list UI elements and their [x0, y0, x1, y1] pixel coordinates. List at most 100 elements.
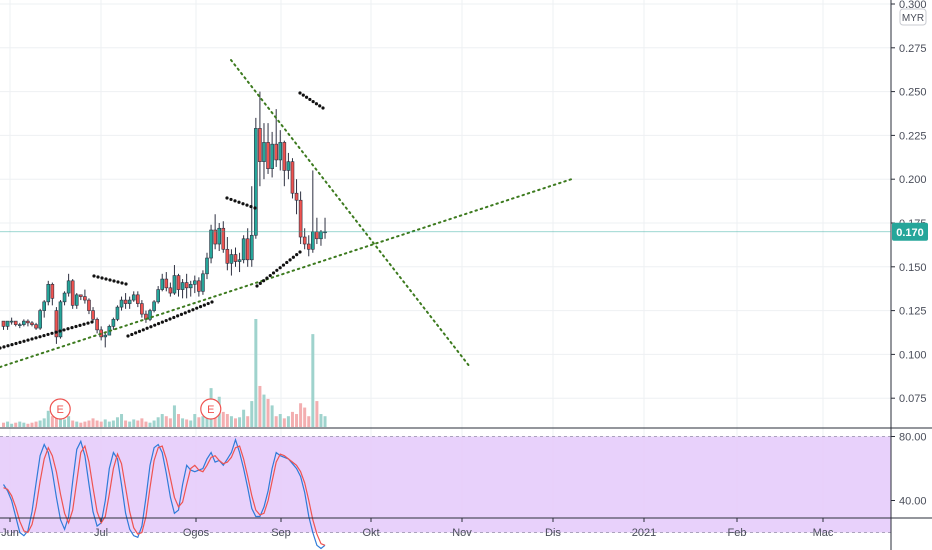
dot [229, 197, 233, 202]
candle[interactable] [262, 123, 266, 180]
time-tick-label: Jun [1, 527, 19, 539]
candle[interactable] [306, 235, 311, 257]
candle[interactable] [184, 273, 189, 299]
candle[interactable] [140, 300, 144, 318]
candle[interactable] [205, 252, 209, 280]
earnings-marker[interactable]: E [49, 398, 71, 420]
candle[interactable] [111, 317, 116, 330]
candle-body [91, 310, 95, 320]
volume-bar [10, 423, 14, 427]
candle[interactable] [13, 320, 18, 327]
candle[interactable] [254, 117, 258, 239]
candle[interactable] [46, 280, 51, 306]
candle[interactable] [87, 298, 91, 315]
candle[interactable] [164, 272, 169, 292]
candle[interactable] [290, 158, 295, 199]
candle[interactable] [42, 300, 47, 318]
candle[interactable] [17, 322, 22, 329]
candle[interactable] [54, 307, 59, 344]
candle[interactable] [79, 294, 83, 301]
earnings-marker[interactable]: E [200, 398, 222, 420]
candle[interactable] [192, 275, 197, 294]
candle[interactable] [245, 228, 250, 267]
currency-badge[interactable]: MYR [899, 8, 927, 26]
candle[interactable] [237, 252, 242, 273]
candle[interactable] [217, 223, 222, 252]
candle[interactable] [282, 140, 287, 187]
candle[interactable] [34, 322, 38, 330]
candle[interactable] [26, 319, 30, 327]
time-tick-label: Okt [362, 527, 379, 539]
candle[interactable] [22, 319, 26, 327]
candle[interactable] [5, 320, 10, 330]
candle[interactable] [62, 291, 67, 306]
candle[interactable] [168, 282, 173, 297]
candle[interactable] [152, 300, 156, 313]
candle[interactable] [9, 317, 14, 325]
candle[interactable] [270, 131, 274, 178]
candle[interactable] [115, 305, 120, 322]
candle[interactable] [201, 270, 205, 295]
candle[interactable] [38, 308, 42, 330]
dot [241, 202, 245, 206]
candle[interactable] [1, 320, 6, 330]
candle[interactable] [127, 296, 132, 309]
candle[interactable] [225, 237, 230, 271]
candle[interactable] [197, 277, 201, 297]
stochastic-axis[interactable]: 80.00 40.00 [891, 432, 927, 508]
candle[interactable] [266, 123, 270, 174]
candle[interactable] [180, 279, 185, 299]
candle-body [306, 243, 311, 250]
candle[interactable] [274, 109, 278, 167]
dot [96, 275, 100, 279]
candle-body [50, 284, 55, 299]
candlesticks[interactable] [1, 91, 327, 348]
candle[interactable] [188, 280, 193, 297]
candle[interactable] [123, 293, 128, 309]
candle[interactable] [66, 273, 71, 297]
candle[interactable] [70, 279, 75, 309]
dot [168, 317, 172, 321]
candle[interactable] [286, 152, 291, 180]
candle[interactable] [278, 130, 283, 171]
candle[interactable] [176, 273, 181, 297]
time-axis[interactable]: Jun Jul Ogos Sep Okt Nov Dis 2021 Feb Mac [1, 518, 834, 539]
candle[interactable] [131, 291, 136, 302]
candle[interactable] [91, 307, 95, 323]
price-axis[interactable]: 0.3000.2750.2500.2250.2000.1750.1500.125… [891, 0, 927, 405]
candle-body [176, 275, 181, 290]
dot [237, 200, 241, 204]
candle[interactable] [298, 191, 303, 245]
candle[interactable] [30, 321, 34, 327]
candle[interactable] [160, 273, 165, 292]
candle[interactable] [172, 265, 177, 295]
candle[interactable] [50, 282, 55, 306]
volume-bar [307, 416, 311, 427]
candle[interactable] [229, 249, 234, 276]
candle[interactable] [58, 300, 63, 339]
candle[interactable] [258, 91, 262, 187]
candle[interactable] [233, 247, 238, 267]
candle[interactable] [241, 235, 246, 264]
candle[interactable] [103, 331, 108, 348]
candle[interactable] [74, 293, 79, 309]
candle[interactable] [136, 291, 140, 308]
dot [130, 332, 134, 337]
volume-bar [262, 394, 266, 427]
volume-bar [181, 418, 185, 427]
candle[interactable] [209, 224, 213, 264]
candle[interactable] [294, 179, 299, 215]
candle[interactable] [221, 221, 226, 253]
candle[interactable] [119, 296, 124, 311]
resistance-trendline[interactable] [230, 59, 471, 368]
dot [30, 337, 34, 341]
candle[interactable] [156, 286, 160, 304]
trend-drawings[interactable] [0, 59, 573, 368]
candle[interactable] [148, 308, 152, 322]
candle[interactable] [95, 317, 99, 334]
candle[interactable] [249, 186, 254, 267]
candle[interactable] [83, 289, 87, 304]
support-trendline[interactable] [0, 178, 573, 368]
